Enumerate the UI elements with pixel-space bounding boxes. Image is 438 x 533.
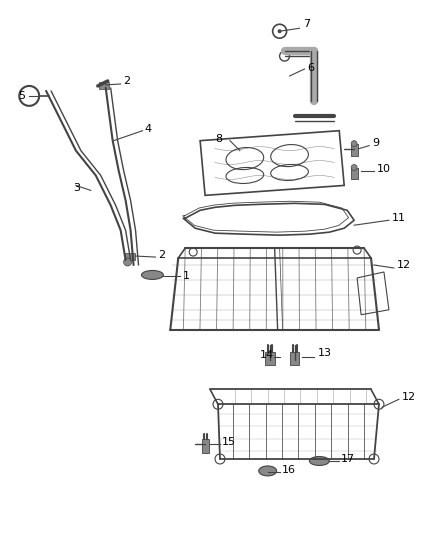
Text: 11: 11 <box>392 213 406 223</box>
Bar <box>99 82 109 89</box>
Text: 5: 5 <box>18 91 25 101</box>
Text: 8: 8 <box>215 134 222 144</box>
Circle shape <box>351 141 357 147</box>
Text: 10: 10 <box>377 164 391 174</box>
Text: 7: 7 <box>304 19 311 29</box>
Text: 2: 2 <box>159 250 166 260</box>
Text: 2: 2 <box>124 76 131 86</box>
Text: 15: 15 <box>222 437 236 447</box>
Circle shape <box>351 165 357 171</box>
Bar <box>202 439 209 453</box>
Bar <box>351 144 358 156</box>
Ellipse shape <box>141 270 163 279</box>
Text: 13: 13 <box>318 348 332 358</box>
Bar <box>351 167 358 180</box>
Text: 17: 17 <box>341 454 355 464</box>
Bar <box>265 352 275 366</box>
Text: 16: 16 <box>282 465 296 475</box>
Text: 12: 12 <box>402 392 416 402</box>
Bar <box>290 352 300 366</box>
Circle shape <box>278 29 282 33</box>
Circle shape <box>124 258 131 266</box>
Ellipse shape <box>259 466 277 476</box>
Text: 9: 9 <box>372 138 379 148</box>
Text: 4: 4 <box>145 124 152 134</box>
Text: 12: 12 <box>397 260 411 270</box>
Ellipse shape <box>309 456 329 465</box>
Text: 6: 6 <box>307 63 314 73</box>
Text: 1: 1 <box>183 271 190 281</box>
Bar <box>124 253 134 260</box>
Text: 14: 14 <box>260 350 274 360</box>
Text: 3: 3 <box>73 183 80 193</box>
